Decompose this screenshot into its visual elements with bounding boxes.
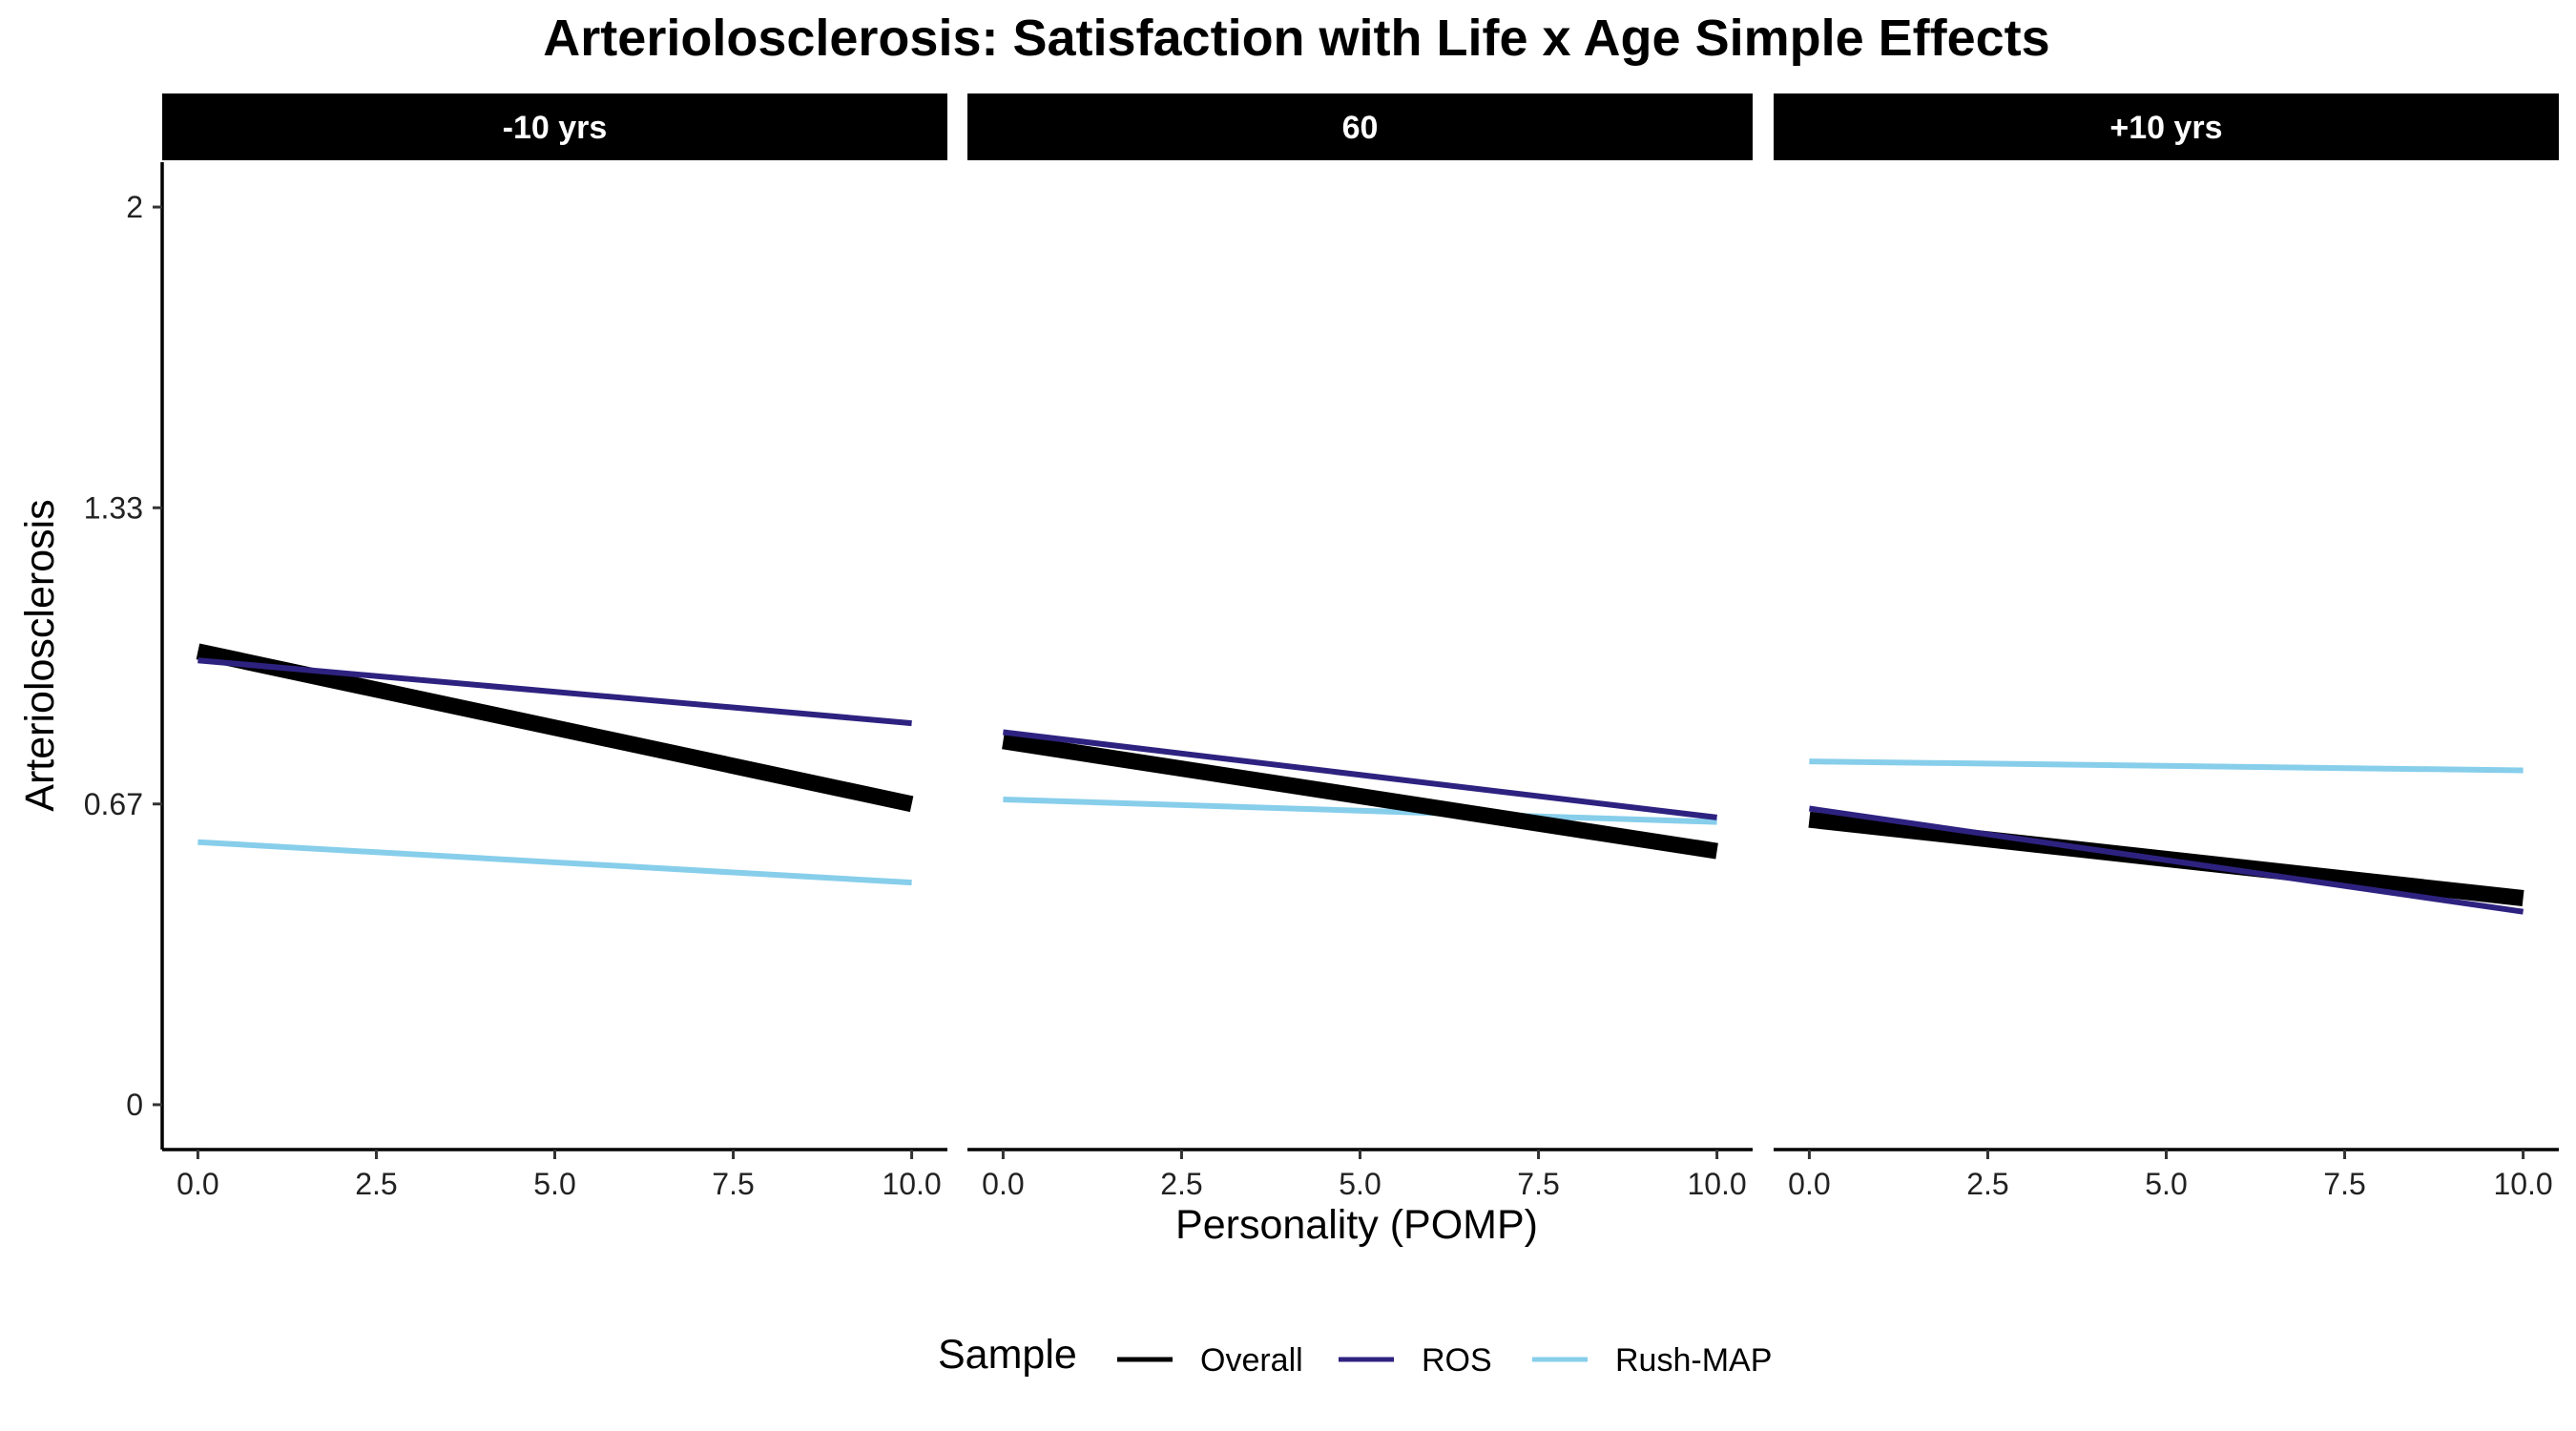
panel-strip-label: +10 yrs bbox=[2109, 110, 2222, 146]
panel-strip bbox=[162, 93, 947, 160]
x-tick-label: 2.5 bbox=[355, 1167, 397, 1201]
panel-1: -10 yrs 0 0.67 1.33 2 0.0 2.5 5.0 7.5 10.0 bbox=[84, 93, 947, 1201]
panel-strip bbox=[1774, 93, 2559, 160]
y-tick-label: 0.67 bbox=[84, 787, 143, 821]
y-tick-label: 1.33 bbox=[84, 490, 143, 525]
series-line-overall bbox=[1002, 733, 1718, 860]
x-tick-label: 10.0 bbox=[1687, 1167, 1746, 1201]
panel-strip-label: 60 bbox=[1342, 110, 1379, 146]
panel-strip bbox=[967, 93, 1753, 160]
x-tick-label: 2.5 bbox=[1160, 1167, 1202, 1201]
legend-item-ros: ROS bbox=[1339, 1342, 1492, 1379]
x-tick-label: 7.5 bbox=[712, 1167, 754, 1201]
series-line-ros bbox=[1808, 805, 2524, 915]
panels-layer: -10 yrs 0 0.67 1.33 2 0.0 2.5 5.0 7.5 10.0 60 0.0 2.… bbox=[84, 93, 2559, 1201]
x-tick-label: 10.0 bbox=[2493, 1167, 2552, 1201]
legend-label: Overall bbox=[1200, 1342, 1303, 1379]
chart-title: Arteriolosclerosis: Satisfaction with Li… bbox=[543, 10, 2049, 67]
panel-2: 60 0.0 2.5 5.0 7.5 10.0 bbox=[967, 93, 1753, 1201]
x-tick-label: 2.5 bbox=[1966, 1167, 2008, 1201]
x-axis-title: Personality (POMP) bbox=[1175, 1202, 1538, 1248]
legend-item-overall: Overall bbox=[1117, 1342, 1303, 1379]
panel-3: +10 yrs 0.0 2.5 5.0 7.5 10.0 bbox=[1774, 93, 2559, 1201]
series-line-rush-map bbox=[1003, 797, 1717, 825]
panel-strip-label: -10 yrs bbox=[503, 110, 608, 146]
x-tick-label: 5.0 bbox=[533, 1167, 575, 1201]
legend-item-rush-map: Rush-MAP bbox=[1532, 1342, 1772, 1379]
legend-title: Sample bbox=[938, 1332, 1077, 1378]
x-tick-label: 5.0 bbox=[2145, 1167, 2187, 1201]
y-tick-label: 2 bbox=[126, 190, 143, 224]
series-line-rush-map bbox=[1809, 758, 2524, 774]
y-tick-label: 0 bbox=[126, 1088, 143, 1122]
x-tick-label: 7.5 bbox=[2323, 1167, 2365, 1201]
legend-label: Rush-MAP bbox=[1615, 1342, 1772, 1379]
series-line-overall bbox=[196, 643, 914, 813]
series-line-ros bbox=[1003, 729, 1717, 820]
x-tick-label: 0.0 bbox=[1788, 1167, 1830, 1201]
x-tick-label: 7.5 bbox=[1517, 1167, 1559, 1201]
legend-label: ROS bbox=[1422, 1342, 1492, 1379]
x-tick-label: 5.0 bbox=[1339, 1167, 1381, 1201]
series-line-rush-map bbox=[197, 839, 912, 886]
x-tick-label: 0.0 bbox=[177, 1167, 218, 1201]
series-line-ros bbox=[197, 657, 912, 727]
y-axis-title: Arteriolosclerosis bbox=[17, 499, 63, 811]
legend: Sample Overall ROS Rush-MAP bbox=[938, 1332, 1772, 1379]
x-tick-label: 10.0 bbox=[882, 1167, 941, 1201]
x-tick-label: 0.0 bbox=[982, 1167, 1024, 1201]
